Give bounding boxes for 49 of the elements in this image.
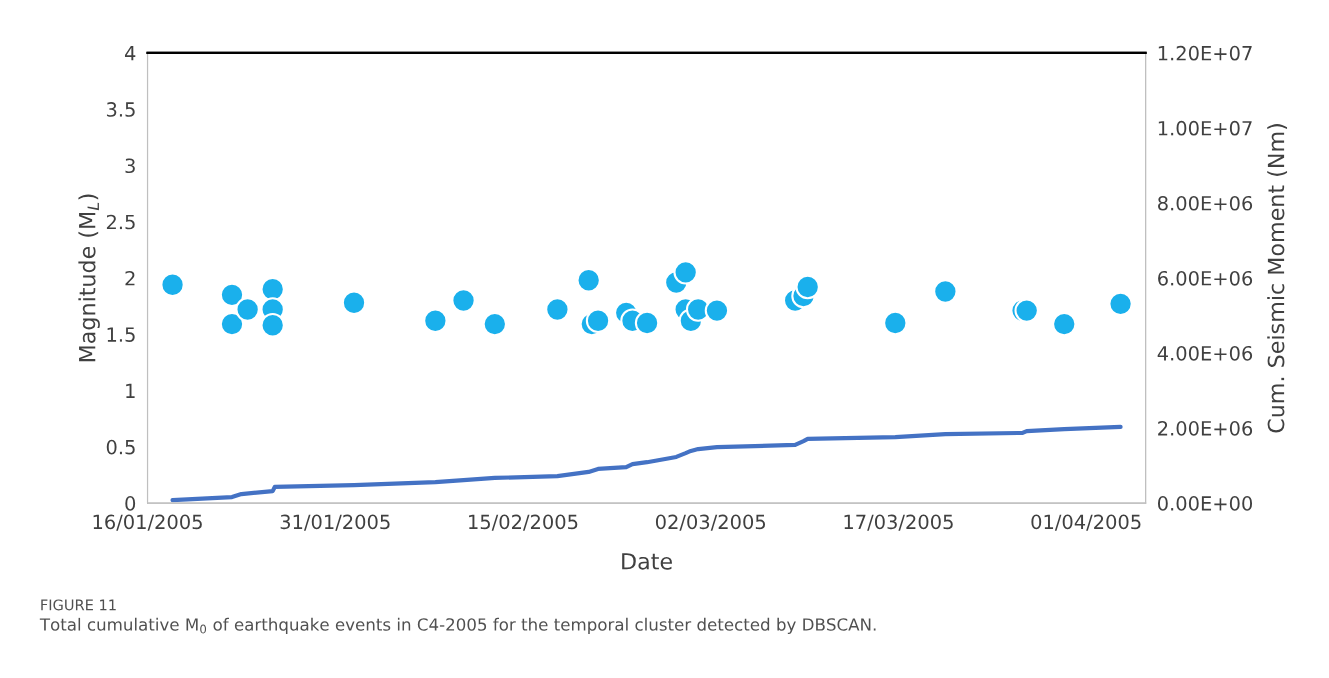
point	[545, 297, 570, 322]
y-tick-label: 0.5	[106, 439, 135, 455]
y-tick-label: 0	[125, 496, 136, 511]
point	[260, 313, 285, 338]
point	[933, 279, 958, 304]
y-axis-title: Magnitude (M$_{L}$)	[78, 194, 100, 362]
y-tick-label: 2.5	[106, 214, 135, 230]
y2-tick-label: 4.00E+06	[1157, 345, 1253, 361]
point	[219, 311, 245, 337]
point	[795, 274, 820, 300]
x-tick-label: 17/03/2005	[844, 514, 953, 531]
y-tick-label: 2	[125, 270, 135, 286]
y-tick-label: 1.5	[107, 327, 135, 342]
point	[160, 272, 185, 297]
y-tick-label: 3	[125, 158, 135, 174]
point	[219, 282, 245, 308]
y2-tick-label: 6.00E+06	[1158, 270, 1253, 286]
point	[341, 290, 367, 315]
point	[634, 310, 660, 336]
y-tick-label: 1	[126, 383, 135, 398]
y2-tick-label: 8.00E+06	[1158, 195, 1253, 211]
point	[1052, 311, 1077, 337]
x-tick-label: 16/01/2005	[93, 514, 202, 531]
x-tick-label: 15/02/2005	[469, 514, 578, 531]
x-tick-label: 01/04/2005	[1031, 514, 1141, 531]
x-tick-label: 02/03/2005	[655, 514, 766, 531]
y-tick-label: 3.5	[106, 102, 135, 117]
line-series	[170, 424, 1123, 503]
y2-tick-label: 1.00E+07	[1158, 120, 1252, 136]
point	[883, 310, 908, 336]
point	[260, 277, 285, 302]
y2-tick-label: 2.00E+06	[1158, 421, 1253, 436]
point	[576, 267, 601, 293]
x-axis-title: Date	[622, 553, 672, 570]
point	[482, 311, 508, 337]
point	[423, 308, 448, 333]
point	[451, 288, 476, 313]
point	[235, 297, 260, 322]
y2-axis-title: Cum. Seismic Moment (Nm)	[1267, 124, 1288, 433]
point	[704, 298, 730, 323]
x-tick-label: 31/01/2005	[280, 514, 390, 531]
caption: FIGURE 11	[41, 599, 116, 611]
y2-tick-label: 0.00E+00	[1157, 496, 1253, 511]
point	[1108, 291, 1133, 317]
y2-tick-label: 1.20E+07	[1158, 45, 1252, 61]
y-tick-label: 4	[124, 46, 136, 61]
point	[585, 308, 611, 333]
point	[673, 260, 698, 285]
text: Total cumulative M$_{0}$ of earthquake events in C4-2005 for the temporal cluster detected by DBSCAN.	[39, 617, 876, 634]
